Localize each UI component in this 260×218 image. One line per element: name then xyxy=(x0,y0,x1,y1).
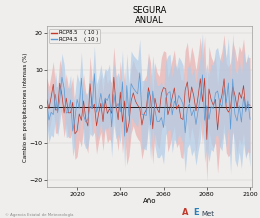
Text: © Agencia Estatal de Meteorología: © Agencia Estatal de Meteorología xyxy=(5,213,74,217)
Text: E: E xyxy=(194,208,199,217)
Text: A: A xyxy=(182,208,188,217)
X-axis label: Año: Año xyxy=(143,198,156,204)
Legend: RCP8.5    ( 10 ), RCP4.5    ( 10 ): RCP8.5 ( 10 ), RCP4.5 ( 10 ) xyxy=(49,29,100,43)
Y-axis label: Cambio en precipitaciones intensas (%): Cambio en precipitaciones intensas (%) xyxy=(23,52,28,162)
Title: SEGURA
ANUAL: SEGURA ANUAL xyxy=(132,6,167,25)
Text: Met: Met xyxy=(202,211,214,217)
